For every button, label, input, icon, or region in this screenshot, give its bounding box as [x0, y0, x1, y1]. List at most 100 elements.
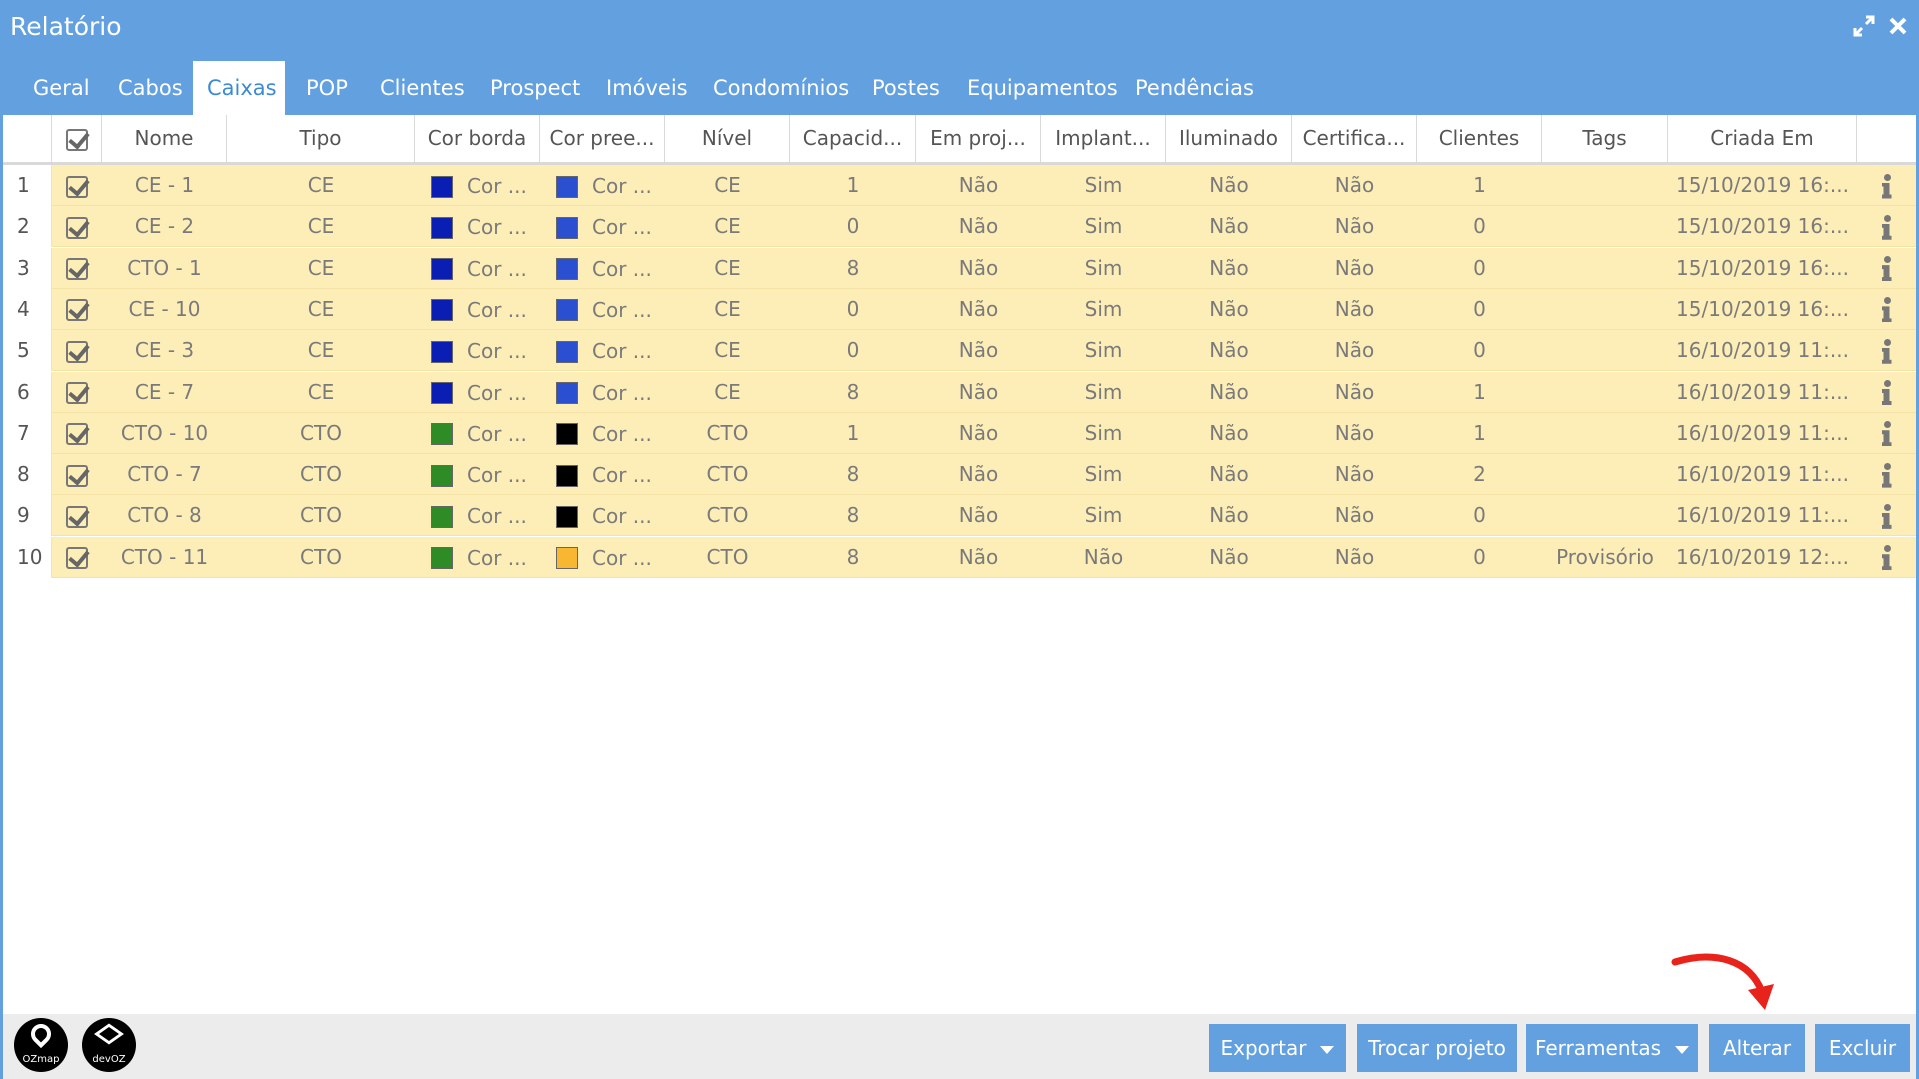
- cell-em-projeto: Não: [958, 214, 999, 239]
- row-info[interactable]: [1857, 289, 1916, 330]
- row-checkbox[interactable]: [52, 289, 102, 330]
- ferramentas-button[interactable]: Ferramentas: [1526, 1024, 1698, 1072]
- row-info[interactable]: [1857, 165, 1916, 206]
- row-info[interactable]: [1857, 372, 1916, 413]
- color-swatch: [431, 258, 453, 281]
- table-row[interactable]: 9 CTO - 8 CTO Cor ... Cor ... CTO 8 Não Sim Não Nã…: [3, 495, 1916, 537]
- cell-cor-preenchimento: Cor ...: [540, 330, 665, 371]
- cell-clientes: 0: [1473, 296, 1486, 321]
- row-info[interactable]: [1857, 454, 1916, 495]
- table-row[interactable]: 3 CTO - 1 CE Cor ... Cor ... CE 8 Não Sim Não Não 0…: [3, 247, 1916, 289]
- row-info[interactable]: [1857, 413, 1916, 454]
- tab-pendencias[interactable]: Pendências: [1135, 76, 1254, 100]
- tab-condominios[interactable]: Condomínios: [713, 76, 850, 100]
- info-icon[interactable]: [1880, 173, 1894, 200]
- row-info[interactable]: [1857, 330, 1916, 371]
- info-icon[interactable]: [1880, 297, 1894, 323]
- row-number: 1: [3, 165, 52, 206]
- row-info[interactable]: [1857, 495, 1916, 536]
- table-row[interactable]: 2 CE - 2 CE Cor ... Cor ... CE 0 Não Sim Não Não 0 1…: [3, 206, 1916, 248]
- row-checkbox[interactable]: [52, 206, 102, 247]
- cell-implantado: Sim: [1084, 462, 1123, 487]
- alterar-button[interactable]: Alterar: [1709, 1024, 1805, 1072]
- color-swatch: [556, 382, 578, 404]
- header-em-projeto[interactable]: Em proj...: [916, 115, 1041, 162]
- cell-cor-preenchimento: Cor ...: [540, 289, 665, 330]
- tab-prospect[interactable]: Prospect: [490, 76, 581, 100]
- info-icon[interactable]: [1880, 545, 1894, 571]
- table-row[interactable]: 8 CTO - 7 CTO Cor ... Cor ... CTO 8 Não Sim Não Nã…: [3, 454, 1916, 496]
- color-swatch: [431, 175, 453, 198]
- row-select-checkbox[interactable]: [66, 464, 88, 487]
- cell-tags: [1542, 206, 1668, 247]
- row-select-checkbox[interactable]: [66, 216, 88, 239]
- row-select-checkbox[interactable]: [66, 505, 88, 528]
- select-all-checkbox[interactable]: [65, 128, 88, 151]
- table-row[interactable]: 1 CE - 1 CE Cor ... Cor ... CE 1 Não Sim Não Não 1 1…: [3, 165, 1916, 206]
- cell-certificado: Não: [1334, 420, 1375, 445]
- header-capacidade[interactable]: Capacid...: [790, 115, 916, 162]
- tab-equipamentos[interactable]: Equipamentos: [967, 76, 1118, 100]
- table-row[interactable]: 6 CE - 7 CE Cor ... Cor ... CE 8 Não Sim Não Não 1 1…: [3, 371, 1916, 413]
- table-row[interactable]: 5 CE - 3 CE Cor ... Cor ... CE 0 Não Sim Não Não 0 1…: [3, 330, 1916, 372]
- row-select-checkbox[interactable]: [66, 382, 88, 404]
- caret-down-icon: [1320, 1045, 1335, 1054]
- row-checkbox[interactable]: [52, 330, 102, 371]
- row-select-checkbox[interactable]: [66, 258, 88, 281]
- tab-geral[interactable]: Geral: [33, 76, 90, 100]
- cell-implantado: Sim: [1084, 503, 1123, 528]
- cell-tags: [1542, 372, 1668, 413]
- info-icon[interactable]: [1880, 256, 1894, 282]
- header-nome[interactable]: Nome: [102, 115, 227, 162]
- header-tags[interactable]: Tags: [1542, 115, 1668, 162]
- trocar-projeto-button[interactable]: Trocar projeto: [1357, 1024, 1517, 1072]
- header-select-all[interactable]: [52, 115, 102, 162]
- row-select-checkbox[interactable]: [66, 299, 88, 322]
- info-icon[interactable]: [1880, 214, 1894, 241]
- header-implantado[interactable]: Implant...: [1041, 115, 1166, 162]
- tab-imoveis[interactable]: Imóveis: [606, 76, 688, 100]
- tab-caixas[interactable]: Caixas: [193, 61, 285, 115]
- color-swatch: [431, 299, 453, 322]
- row-checkbox[interactable]: [52, 165, 102, 206]
- header-certificado[interactable]: Certifica...: [1292, 115, 1417, 162]
- row-checkbox[interactable]: [52, 454, 102, 495]
- row-select-checkbox[interactable]: [66, 423, 88, 446]
- header-cor-borda[interactable]: Cor borda: [415, 115, 540, 162]
- info-icon[interactable]: [1880, 338, 1894, 365]
- info-icon[interactable]: [1880, 380, 1894, 406]
- excluir-button[interactable]: Excluir: [1815, 1024, 1910, 1072]
- tab-cabos[interactable]: Cabos: [118, 76, 183, 100]
- row-info[interactable]: [1857, 206, 1916, 247]
- header-cor-preenchimento[interactable]: Cor pree...: [540, 115, 665, 162]
- tab-postes[interactable]: Postes: [872, 76, 940, 100]
- info-icon[interactable]: [1880, 462, 1894, 489]
- info-icon[interactable]: [1880, 421, 1894, 447]
- row-info[interactable]: [1857, 537, 1916, 578]
- header-criada-em[interactable]: Criada Em: [1668, 115, 1857, 162]
- exportar-button[interactable]: Exportar: [1209, 1024, 1346, 1072]
- cell-tipo: CTO: [300, 420, 342, 445]
- row-select-checkbox[interactable]: [66, 340, 88, 363]
- restore-icon[interactable]: [1851, 15, 1877, 41]
- row-checkbox[interactable]: [52, 372, 102, 413]
- row-select-checkbox[interactable]: [66, 547, 88, 570]
- header-clientes[interactable]: Clientes: [1417, 115, 1542, 162]
- table-row[interactable]: 10 CTO - 11 CTO Cor ... Cor ... CTO 8 Não Não Não…: [3, 536, 1916, 578]
- row-checkbox[interactable]: [52, 537, 102, 578]
- tab-pop[interactable]: POP: [306, 76, 348, 100]
- table-row[interactable]: 7 CTO - 10 CTO Cor ... Cor ... CTO 1 Não Sim Não N…: [3, 412, 1916, 454]
- tab-clientes[interactable]: Clientes: [380, 76, 465, 100]
- row-info[interactable]: [1857, 248, 1916, 289]
- info-icon[interactable]: [1880, 503, 1894, 530]
- row-checkbox[interactable]: [52, 413, 102, 454]
- header-iluminado[interactable]: Iluminado: [1166, 115, 1292, 162]
- row-select-checkbox[interactable]: [66, 175, 88, 198]
- row-checkbox[interactable]: [52, 495, 102, 536]
- header-nivel[interactable]: Nível: [665, 115, 790, 162]
- table-row[interactable]: 4 CE - 10 CE Cor ... Cor ... CE 0 Não Sim Não Não 0…: [3, 288, 1916, 330]
- row-checkbox[interactable]: [52, 248, 102, 289]
- close-icon[interactable]: [1885, 15, 1911, 41]
- header-tipo[interactable]: Tipo: [227, 115, 415, 162]
